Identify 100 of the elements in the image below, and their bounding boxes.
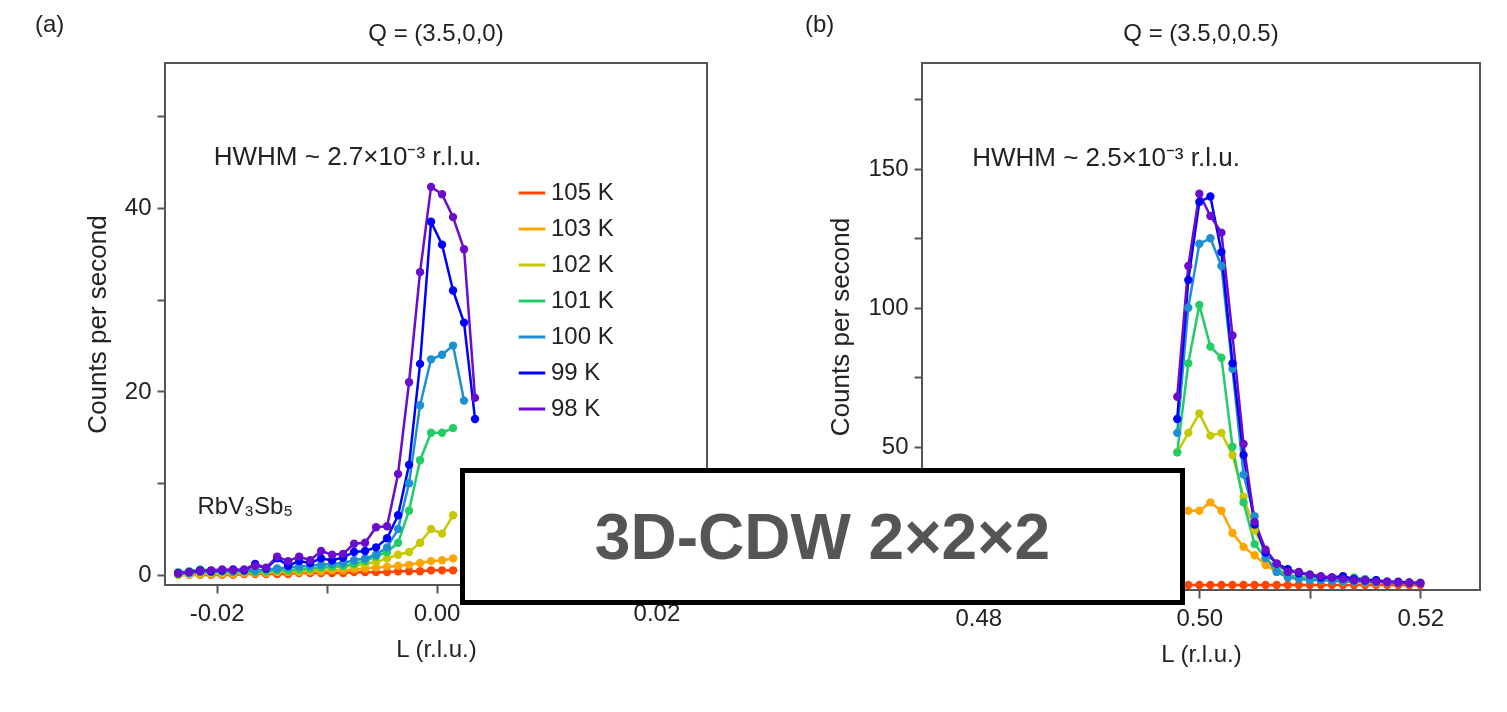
y-tick-label: 100	[868, 293, 909, 321]
point	[1228, 450, 1237, 460]
point	[448, 341, 458, 350]
point	[1217, 580, 1226, 590]
point	[448, 286, 458, 295]
point	[448, 212, 458, 222]
annotation: RbV₃Sb₅	[197, 491, 293, 519]
point	[1217, 428, 1226, 438]
point	[404, 478, 414, 488]
point	[1272, 580, 1281, 590]
point	[1228, 331, 1237, 340]
point	[371, 543, 381, 552]
point	[459, 245, 469, 254]
legend-label: 98 K	[551, 394, 601, 421]
point	[1184, 275, 1193, 285]
point	[1184, 303, 1193, 312]
point	[316, 546, 326, 556]
point	[1239, 450, 1248, 460]
point	[426, 428, 436, 437]
point	[426, 217, 436, 226]
point	[1184, 580, 1193, 590]
y-tick-label: 150	[868, 154, 909, 182]
point	[382, 543, 392, 552]
point	[1228, 580, 1237, 590]
point	[1239, 439, 1248, 449]
point	[1239, 470, 1248, 479]
point	[393, 524, 403, 534]
point	[382, 562, 392, 571]
point	[1173, 392, 1182, 401]
point	[470, 414, 480, 424]
caption-box: 3D-CDW 2×2×2	[460, 468, 1185, 605]
annotation: HWHM ~ 2.7×10⁻³ r.l.u.	[213, 140, 482, 171]
point	[1195, 506, 1204, 515]
point	[1217, 261, 1226, 271]
point	[294, 552, 304, 561]
point	[1173, 414, 1182, 424]
point	[1206, 431, 1215, 440]
point	[1228, 528, 1237, 538]
legend-label: 101 K	[551, 286, 614, 313]
point	[404, 378, 414, 387]
point	[1206, 192, 1215, 201]
point	[1239, 542, 1248, 552]
y-tick-label: 50	[881, 432, 909, 460]
point	[1217, 228, 1226, 237]
point	[404, 560, 414, 569]
point	[382, 534, 392, 543]
point	[459, 318, 469, 327]
x-tick-label: 0.50	[1176, 603, 1224, 631]
point	[1206, 580, 1215, 590]
point	[448, 511, 458, 520]
point	[1217, 506, 1226, 515]
point	[393, 538, 403, 547]
legend-label: 103 K	[551, 214, 614, 241]
point	[349, 556, 359, 565]
point	[1261, 580, 1270, 590]
point	[415, 558, 425, 568]
point	[393, 511, 403, 520]
point	[448, 554, 458, 563]
point	[437, 240, 447, 249]
chart-title: Q = (3.5,0,0.5)	[1123, 19, 1279, 46]
point	[349, 547, 359, 557]
text: (b)	[805, 10, 835, 37]
point	[1173, 428, 1182, 438]
point	[1184, 428, 1193, 438]
point	[371, 523, 381, 532]
point	[349, 539, 359, 548]
point	[360, 538, 370, 547]
point	[360, 546, 370, 556]
point	[1250, 551, 1259, 560]
point	[426, 355, 436, 364]
point	[415, 401, 425, 410]
point	[1184, 359, 1193, 368]
point	[426, 182, 436, 192]
point	[1206, 498, 1215, 507]
point	[437, 556, 447, 565]
y-tick-label: 0	[138, 560, 152, 588]
point	[1206, 342, 1215, 351]
point	[426, 566, 436, 575]
point	[1206, 211, 1215, 221]
legend-label: 100 K	[551, 322, 614, 349]
point	[426, 556, 436, 566]
point	[393, 561, 403, 570]
point	[404, 460, 414, 469]
y-axis-title: Counts per second	[81, 215, 112, 434]
point	[393, 550, 403, 559]
point	[1228, 442, 1237, 451]
point	[1195, 300, 1204, 310]
point	[338, 549, 348, 558]
annotation: HWHM ~ 2.5×10⁻³ r.l.u.	[972, 141, 1240, 172]
point	[415, 456, 425, 465]
point	[283, 556, 293, 566]
point	[1228, 359, 1237, 368]
point	[426, 524, 436, 534]
point	[1239, 498, 1248, 507]
point	[1184, 261, 1193, 271]
point	[470, 393, 480, 403]
x-axis-title: L (r.l.u.)	[1161, 639, 1242, 667]
y-tick-label: 20	[124, 376, 152, 404]
point	[1239, 580, 1248, 590]
x-tick-label: 0.52	[1397, 603, 1445, 631]
